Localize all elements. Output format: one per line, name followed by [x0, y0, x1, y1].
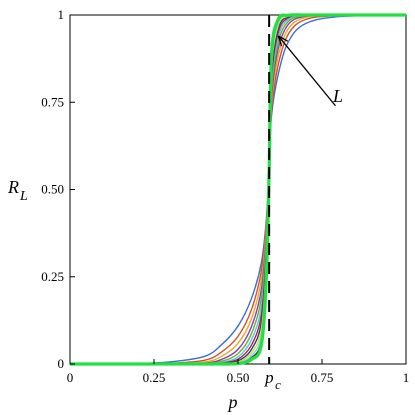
annotation-arrowhead: [277, 35, 289, 47]
y-tick-label: 0.50: [41, 182, 64, 197]
y-tick-label: 0.25: [41, 269, 64, 284]
series-line-3: [69, 14, 407, 365]
annotation-label: L: [332, 86, 343, 106]
series-line-6: [70, 14, 407, 365]
annotation-arrow: [277, 35, 336, 107]
y-tick-label: 0.75: [41, 94, 64, 109]
series-line-1: [69, 14, 407, 365]
x-tick-label: 0.50: [227, 370, 250, 385]
series-line-2: [69, 14, 407, 365]
x-tick-label: 0.25: [143, 370, 166, 385]
ticks-group: 0 0.25 0.50 0.75 1 0 0.25 0.50 0.75 1: [41, 7, 409, 385]
critical-label-subscript: c: [275, 377, 281, 392]
series-line-9: [70, 14, 407, 365]
annotation-group: L: [277, 35, 343, 107]
series-line-7: [70, 14, 407, 365]
x-axis-title: p: [227, 392, 238, 412]
series-line-10: [70, 14, 406, 365]
critical-label: p: [264, 368, 274, 387]
x-tick-label: 1: [403, 370, 410, 385]
y-tick-label: 0: [58, 356, 65, 371]
x-tick-label: 0: [67, 370, 74, 385]
series-line-11: [70, 14, 406, 365]
y-tick-label: 1: [58, 7, 65, 22]
series-group: [69, 13, 407, 366]
series-line-12: [70, 13, 406, 366]
axis-labels-group: p R L: [7, 177, 238, 412]
series-line-5: [70, 14, 407, 365]
plot-area-border: [69, 14, 407, 365]
series-line-8: [70, 14, 407, 365]
y-axis-title: R: [7, 177, 19, 197]
series-line-4: [70, 14, 407, 365]
plot-frame: [69, 14, 407, 365]
x-tick-label: 0.75: [311, 370, 334, 385]
y-axis-title-subscript: L: [19, 189, 28, 204]
